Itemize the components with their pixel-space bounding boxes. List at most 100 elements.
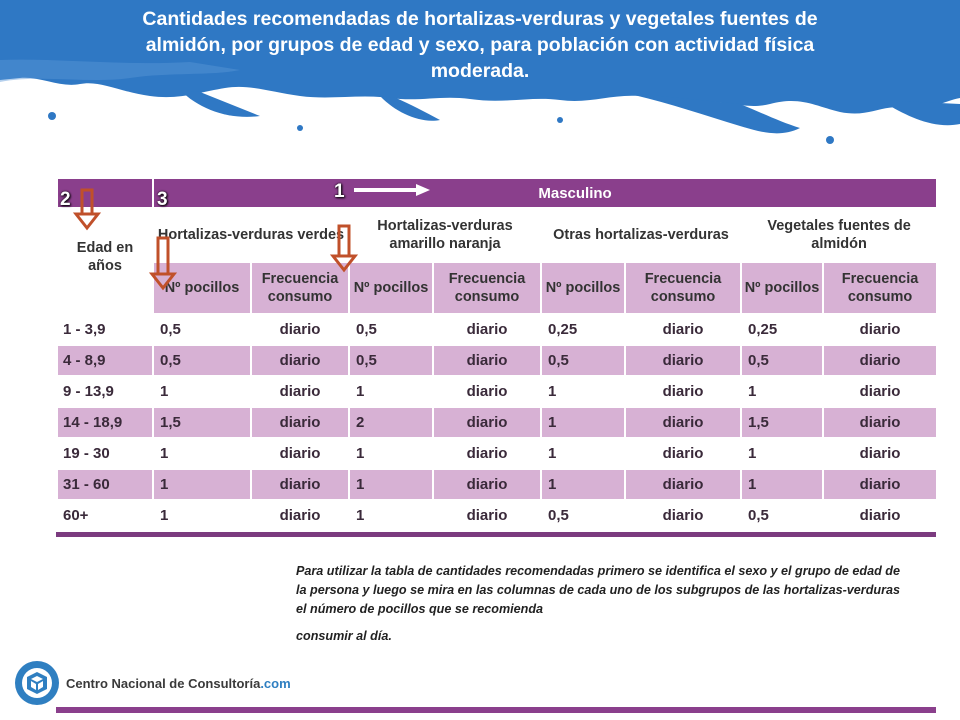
pocillos-cell: 0,5 [348,344,434,377]
age-cell: 14 - 18,9 [56,406,154,439]
recommendation-table-container: Masculino Edad en años Hortalizas-verdur… [56,177,939,713]
pocillos-cell: 1 [348,468,434,501]
step-marker-1: 1 [334,181,345,202]
table-row: 1 - 3,9 0,5 diario 0,5 diario 0,25 diario 0,25 d… [56,313,939,346]
pocillos-cell: 0,5 [152,313,252,346]
sub-header-frecuencia: Frecuencia consumo [250,261,350,315]
sub-header-frecuencia: Frecuencia consumo [624,261,742,315]
table-row: 31 - 60 1 diario 1 diario 1 diario 1 diario [56,468,939,501]
pocillos-cell: 0,25 [740,313,824,346]
pocillos-cell: 1 [540,406,626,439]
frecuencia-cell: diario [250,313,350,346]
frecuencia-cell: diario [624,344,742,377]
sub-header-frecuencia: Frecuencia consumo [821,261,939,315]
group-header: Hortalizas-verduras verdes [152,207,350,263]
step-marker-3: 3 [157,189,168,210]
pocillos-cell: 1,5 [740,406,824,439]
sub-header-pocillos: Nº pocillos [348,261,434,315]
logo-domain: .com [260,676,291,691]
frecuencia-cell: diario [250,437,350,470]
frecuencia-cell: diario [624,406,742,439]
table-bottom-strip [56,707,936,713]
age-cell: 31 - 60 [56,468,154,501]
pocillos-cell: 1 [152,375,252,408]
pocillos-cell: 1 [540,437,626,470]
table-row: 4 - 8,9 0,5 diario 0,5 diario 0,5 diario 0,5 dia… [56,344,939,377]
group-header: Hortalizas-verduras amarillo naranja [348,207,542,263]
sub-header-pocillos: Nº pocillos [152,261,252,315]
step-marker-2: 2 [60,189,71,210]
frecuencia-cell: diario [432,499,542,532]
pocillos-cell: 0,25 [540,313,626,346]
table-body: 1 - 3,9 0,5 diario 0,5 diario 0,25 diario 0,25 d… [56,313,939,532]
pocillos-cell: 1 [348,437,434,470]
frecuencia-cell: diario [821,437,939,470]
frecuencia-cell: diario [624,375,742,408]
frecuencia-cell: diario [250,499,350,532]
pocillos-cell: 2 [348,406,434,439]
frecuencia-cell: diario [432,375,542,408]
frecuencia-cell: diario [250,468,350,501]
frecuencia-cell: diario [432,313,542,346]
frecuencia-cell: diario [821,344,939,377]
frecuencia-cell: diario [432,468,542,501]
sub-header-pocillos: Nº pocillos [740,261,824,315]
frecuencia-cell: diario [432,344,542,377]
pocillos-cell: 1 [740,375,824,408]
sub-header-frecuencia: Frecuencia consumo [432,261,542,315]
page-title: Cantidades recomendadas de hortalizas-ve… [142,8,818,82]
recommendation-table: Masculino Edad en años Hortalizas-verdur… [56,177,939,532]
corner-cell [56,177,154,209]
frecuencia-cell: diario [624,437,742,470]
frecuencia-cell: diario [432,406,542,439]
age-cell: 4 - 8,9 [56,344,154,377]
logo-text: Centro Nacional de Consultoría.com [66,676,291,691]
logo-name: Centro Nacional de Consultoría [66,676,261,691]
frecuencia-cell: diario [624,499,742,532]
frecuencia-cell: diario [250,406,350,439]
cnc-logo-icon [15,661,59,705]
sex-header: Masculino [151,177,939,209]
pocillos-cell: 0,5 [348,313,434,346]
age-cell: 19 - 30 [56,437,154,470]
pocillos-cell: 1 [540,468,626,501]
frecuencia-cell: diario [821,406,939,439]
pocillos-cell: 0,5 [540,499,626,532]
frecuencia-cell: diario [821,375,939,408]
age-cell: 60+ [56,499,154,532]
instruction-note: Para utilizar la tabla de cantidades rec… [296,562,908,646]
frecuencia-cell: diario [250,375,350,408]
pocillos-cell: 1,5 [152,406,252,439]
table-row: 14 - 18,9 1,5 diario 2 diario 1 diario 1,5 diari… [56,406,939,439]
frecuencia-cell: diario [624,313,742,346]
sub-header-pocillos: Nº pocillos [540,261,626,315]
pocillos-cell: 1 [740,468,824,501]
header-banner [0,0,960,144]
table-row: 19 - 30 1 diario 1 diario 1 diario 1 diario [56,437,939,470]
pocillos-cell: 1 [152,499,252,532]
pocillos-cell: 1 [348,375,434,408]
age-cell: 1 - 3,9 [56,313,154,346]
group-header: Otras hortalizas-verduras [540,207,742,263]
table-row: 9 - 13,9 1 diario 1 diario 1 diario 1 diario [56,375,939,408]
frecuencia-cell: diario [250,344,350,377]
pocillos-cell: 0,5 [740,344,824,377]
pocillos-cell: 1 [348,499,434,532]
pocillos-cell: 1 [152,437,252,470]
frecuencia-cell: diario [432,437,542,470]
frecuencia-cell: diario [821,468,939,501]
instruction-text: Para utilizar la tabla de cantidades rec… [296,564,901,616]
group-header: Vegetales fuentes de almidón [739,207,939,263]
pocillos-cell: 0,5 [540,344,626,377]
instruction-text-end: consumir al día. [296,629,392,643]
pocillos-cell: 0,5 [740,499,824,532]
age-cell: 9 - 13,9 [56,375,154,408]
frecuencia-cell: diario [821,499,939,532]
pocillos-cell: 1 [540,375,626,408]
frecuencia-cell: diario [821,313,939,346]
age-header: Edad en años [56,207,154,315]
table-row: 60+ 1 diario 1 diario 0,5 diario 0,5 diario [56,499,939,532]
pocillos-cell: 1 [152,468,252,501]
pocillos-cell: 0,5 [152,344,252,377]
frecuencia-cell: diario [624,468,742,501]
